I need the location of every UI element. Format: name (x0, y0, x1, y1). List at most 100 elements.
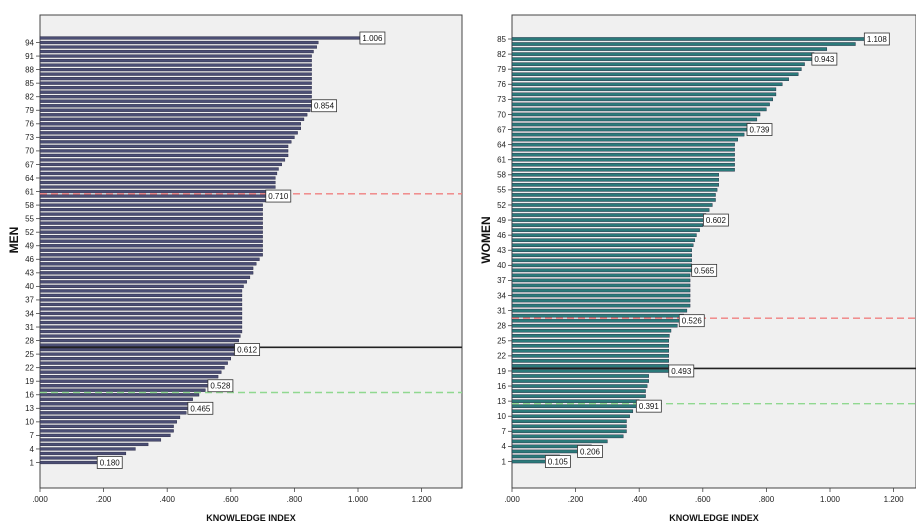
men-data-label-box (265, 189, 292, 203)
men-y-tick-label: 88 (25, 65, 34, 74)
men-bar (39, 244, 263, 248)
women-bar (511, 434, 624, 439)
women-bar (511, 193, 716, 197)
men-bar (39, 357, 232, 361)
men-bar (39, 171, 278, 176)
women-bar (511, 183, 719, 187)
men-bar (39, 117, 305, 121)
women-y-tick-label: 82 (497, 50, 506, 59)
women-bar (511, 142, 735, 147)
women-y-tick-label: 34 (497, 291, 506, 300)
women-bar (511, 369, 669, 373)
men-bar (39, 104, 312, 108)
women-y-axis-title: WOMEN (479, 216, 493, 263)
men-bar (39, 348, 235, 352)
women-bar (511, 349, 669, 353)
women-data-label: 0.105 (548, 458, 569, 467)
men-x-tick-label: 1.000 (348, 495, 369, 504)
women-bar (511, 238, 696, 242)
women-bar (511, 37, 865, 41)
women-bar (511, 102, 770, 107)
women-data-label: 0.602 (706, 216, 727, 225)
men-bar (39, 198, 266, 203)
men-bar (39, 397, 193, 401)
men-bar (39, 158, 286, 162)
women-data-label-box (678, 314, 705, 328)
men-chart: 1 4 7 10 13 16 19 22 25 28 31 34 37 40 43 46 49 52 55 58 61 6… (7, 14, 463, 523)
women-x-tick-label: .600 (695, 495, 711, 504)
women-bar (511, 384, 648, 388)
men-bar (39, 54, 312, 58)
men-y-tick-label: 61 (25, 187, 34, 196)
women-bar (511, 243, 694, 247)
men-bar (39, 217, 263, 221)
men-bar (39, 239, 263, 243)
men-y-tick-label: 13 (25, 404, 34, 413)
women-bar (511, 112, 761, 117)
men-bar (39, 221, 263, 225)
women-bar (511, 107, 767, 112)
women-bar (511, 399, 640, 403)
women-y-tick-label: 73 (497, 95, 506, 104)
men-bar (39, 122, 301, 126)
men-bar (39, 176, 276, 180)
women-y-tick-label: 70 (497, 110, 506, 119)
women-bar (511, 213, 707, 217)
women-y-tick-label: 76 (497, 80, 506, 89)
men-bar (39, 180, 276, 185)
women-bar (511, 87, 777, 92)
men-bar (39, 280, 247, 284)
men-y-tick-label: 82 (25, 93, 34, 102)
women-data-label: 0.391 (639, 402, 660, 411)
women-bar (511, 152, 735, 157)
men-y-tick-label: 16 (25, 391, 34, 400)
men-bar (39, 226, 263, 230)
men-bar (39, 302, 243, 307)
men-bar (39, 208, 263, 212)
men-data-label: 0.465 (190, 404, 211, 413)
women-data-label: 1.108 (867, 35, 888, 44)
men-bar (39, 63, 312, 67)
men-y-tick-label: 19 (25, 377, 34, 386)
women-y-tick-label: 7 (502, 427, 507, 436)
women-y-tick-label: 1 (502, 457, 507, 466)
women-y-tick-label: 55 (497, 186, 506, 195)
men-bar (39, 230, 263, 234)
women-x-tick-label: .400 (631, 495, 647, 504)
men-bar (39, 311, 243, 316)
women-bar (511, 82, 783, 87)
women-data-label-box (635, 399, 662, 413)
women-bar (511, 283, 691, 288)
men-bar (39, 235, 263, 239)
men-bar (39, 325, 243, 329)
men-bar (39, 257, 260, 261)
women-x-tick-label: .800 (759, 495, 775, 504)
women-bar (511, 52, 815, 56)
women-y-tick-label: 13 (497, 397, 506, 406)
men-bar (39, 144, 289, 148)
women-bar (511, 449, 578, 454)
men-bar (39, 402, 190, 406)
men-y-tick-label: 43 (25, 269, 34, 278)
men-x-tick-label: .000 (32, 495, 48, 504)
women-bar (511, 273, 691, 278)
women-data-label-box (811, 52, 838, 66)
men-bar (39, 424, 174, 428)
men-y-tick-label: 67 (25, 160, 34, 169)
men-bar (39, 149, 289, 153)
women-data-label-box (863, 32, 890, 46)
men-bar (39, 451, 127, 456)
men-bar (39, 343, 238, 347)
men-bar (39, 406, 189, 410)
women-bar (511, 137, 738, 142)
men-x-tick-label: .600 (223, 495, 239, 504)
men-y-tick-label: 4 (30, 445, 35, 454)
men-y-tick-label: 10 (25, 418, 34, 427)
men-bar (39, 90, 312, 94)
men-y-axis-title: MEN (7, 227, 21, 254)
men-bar (39, 49, 314, 54)
men-bar (39, 289, 243, 293)
women-bar (511, 157, 735, 162)
women-bar (511, 67, 802, 71)
women-bar (511, 303, 691, 308)
